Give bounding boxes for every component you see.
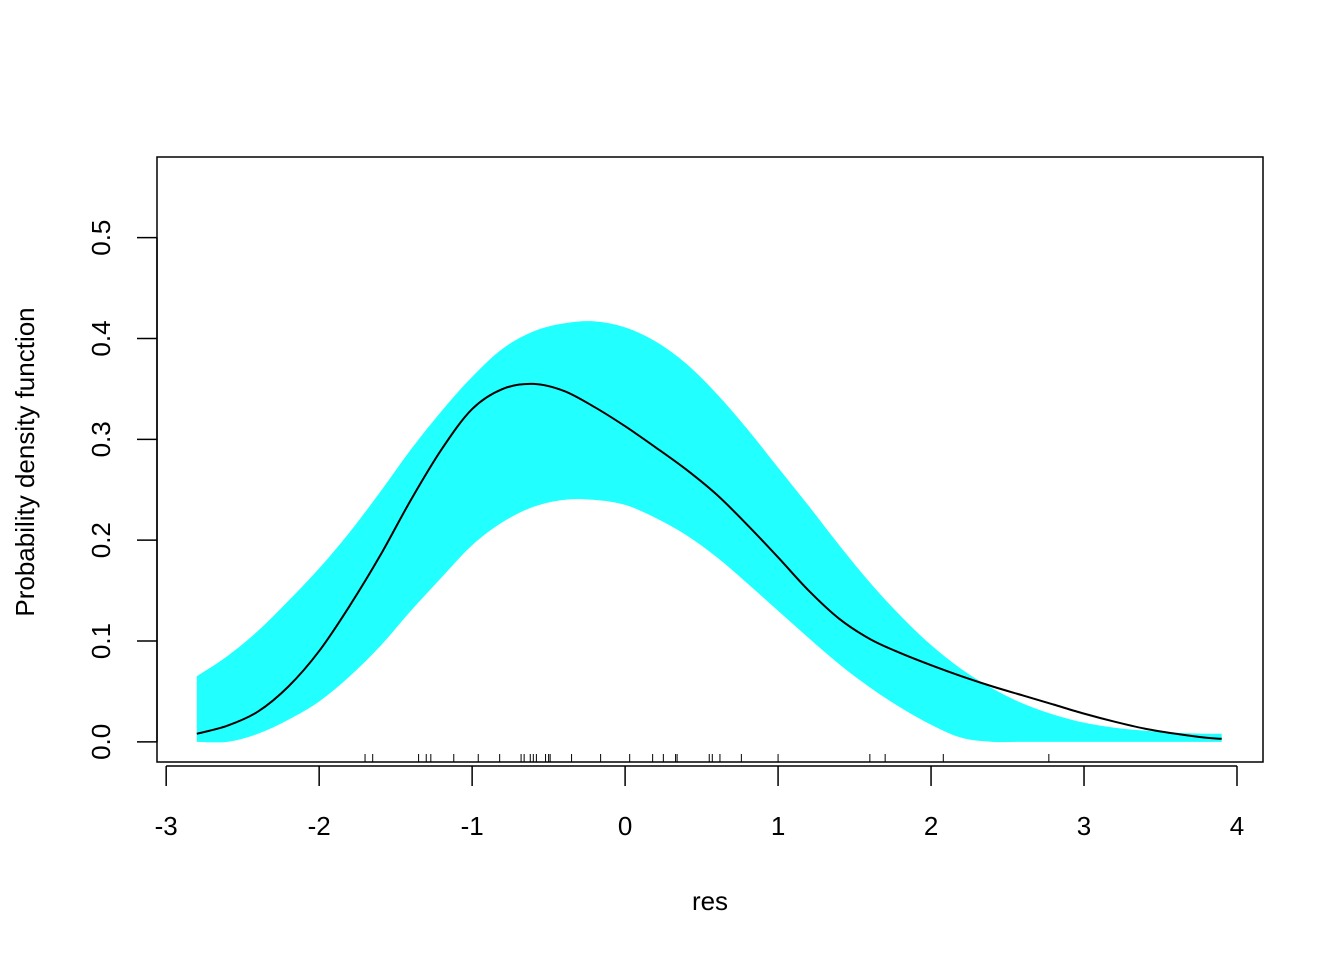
y-tick-label: 0.1	[86, 623, 116, 659]
x-tick-label: -2	[308, 811, 331, 841]
y-tick-label: 0.3	[86, 421, 116, 457]
y-tick-label: 0.4	[86, 320, 116, 356]
x-tick-label: 4	[1230, 811, 1244, 841]
y-tick-label: 0.0	[86, 724, 116, 760]
y-tick-label: 0.5	[86, 220, 116, 256]
density-line	[196, 382, 1222, 740]
x-tick-label: 2	[924, 811, 938, 841]
confidence-band-layer	[196, 321, 1222, 743]
density-line-layer	[196, 382, 1222, 740]
y-axis-title: Probability density function	[10, 307, 40, 616]
rug-layer	[364, 754, 1050, 762]
x-tick-label: 3	[1077, 811, 1091, 841]
x-tick-label: 0	[618, 811, 632, 841]
x-tick-label: 1	[771, 811, 785, 841]
x-tick-label: -3	[155, 811, 178, 841]
y-tick-label: 0.2	[86, 522, 116, 558]
x-axis: -3 -2 -1 0 1 2 3 4	[155, 765, 1244, 841]
x-tick-label: -1	[461, 811, 484, 841]
x-axis-title: res	[692, 886, 728, 916]
confidence-band	[196, 321, 1222, 743]
y-axis: 0.0 0.1 0.2 0.3 0.4 0.5	[86, 220, 158, 760]
